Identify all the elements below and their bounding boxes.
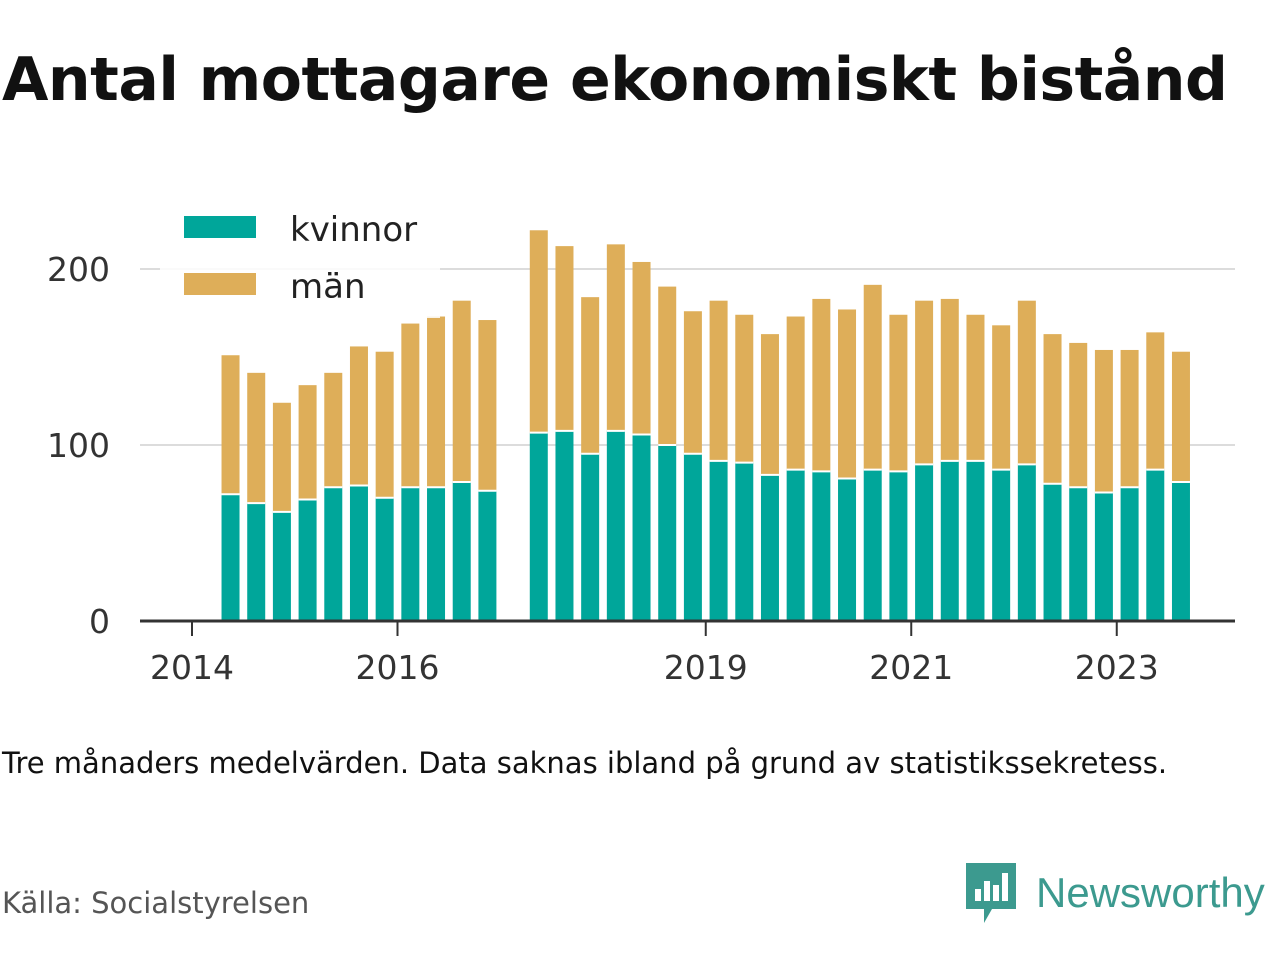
legend-label-man: män	[290, 267, 366, 307]
bar-kvinnor	[940, 460, 959, 621]
bar-kvinnor	[863, 469, 882, 621]
bar-kvinnor	[1043, 483, 1062, 621]
bar-kvinnor	[658, 445, 677, 621]
bar-kvinnor	[1146, 469, 1165, 621]
bar-man	[1017, 300, 1036, 465]
bar-man	[915, 300, 934, 465]
bar-man	[760, 334, 779, 475]
bar-kvinnor	[401, 487, 420, 621]
bar-kvinnor	[452, 481, 471, 621]
bar-man	[581, 297, 600, 454]
bar-man	[1069, 342, 1088, 488]
bar-kvinnor	[529, 432, 548, 621]
y-tick-label: 200	[47, 250, 110, 289]
bar-man	[452, 300, 471, 482]
y-tick-label: 0	[89, 602, 110, 641]
bar-man	[838, 309, 857, 479]
bar-kvinnor	[606, 430, 625, 621]
stacked-bar-chart: 0 100 200 2014 2016 2019 2021 2023 kvinnor män	[47, 196, 1235, 687]
bar-kvinnor	[349, 485, 368, 621]
bar-man	[427, 316, 446, 488]
axes: 0 100 200 2014 2016 2019 2021 2023	[47, 250, 1235, 687]
bar-man	[375, 351, 394, 498]
x-tick-label: 2014	[150, 648, 234, 687]
newsworthy-logo[interactable]: Newsworthy	[966, 862, 1265, 924]
bar-man	[940, 298, 959, 461]
bar-man	[1120, 349, 1139, 488]
bar-kvinnor	[478, 490, 497, 621]
legend: kvinnor män	[160, 196, 440, 318]
bar-man	[401, 323, 420, 488]
bar-man	[735, 314, 754, 463]
bar-kvinnor	[247, 503, 266, 621]
x-tick-label: 2016	[356, 648, 440, 687]
legend-swatch-man	[184, 273, 256, 295]
bar-kvinnor	[683, 453, 702, 621]
bar-man	[247, 372, 266, 504]
bar-man	[683, 311, 702, 454]
bar-kvinnor	[1120, 487, 1139, 621]
bar-man	[1171, 351, 1190, 482]
bar-man	[992, 325, 1011, 470]
bar-kvinnor	[1094, 492, 1113, 621]
bar-kvinnor	[298, 499, 317, 621]
bar-kvinnor	[555, 430, 574, 621]
bar-man	[1043, 334, 1062, 484]
bar-kvinnor	[915, 464, 934, 621]
bar-kvinnor	[735, 462, 754, 621]
bar-man	[658, 286, 677, 445]
x-tick-label: 2023	[1075, 648, 1159, 687]
chart-title: Antal mottagare ekonomiskt bistånd	[2, 45, 1228, 115]
bar-kvinnor	[375, 497, 394, 621]
bar-man	[966, 314, 985, 461]
bar-man	[786, 316, 805, 470]
bar-man	[709, 300, 728, 461]
bar-kvinnor	[324, 487, 343, 621]
bar-man	[478, 320, 497, 491]
bar-kvinnor	[427, 487, 446, 621]
bar-kvinnor	[632, 434, 651, 621]
bar-man	[529, 230, 548, 433]
bar-kvinnor	[709, 460, 728, 621]
bar-kvinnor	[760, 474, 779, 621]
bar-man	[349, 346, 368, 486]
bar-kvinnor	[889, 471, 908, 621]
bars	[221, 230, 1190, 621]
bar-man	[324, 372, 343, 488]
chart-note: Tre månaders medelvärden. Data saknas ib…	[2, 746, 1168, 780]
bar-man	[298, 385, 317, 500]
bar-man	[863, 284, 882, 470]
bar-kvinnor	[786, 469, 805, 621]
bar-kvinnor	[1017, 464, 1036, 621]
bar-man	[606, 244, 625, 431]
bar-kvinnor	[272, 511, 291, 621]
bar-kvinnor	[838, 478, 857, 621]
bar-kvinnor	[992, 469, 1011, 621]
bar-man	[555, 246, 574, 431]
x-tick-label: 2021	[869, 648, 953, 687]
bar-man	[889, 314, 908, 472]
source-label: Källa: Socialstyrelsen	[2, 886, 310, 920]
legend-swatch-kvinnor	[184, 216, 256, 238]
bar-man	[1094, 349, 1113, 493]
legend-label-kvinnor: kvinnor	[290, 210, 417, 250]
x-tick-label: 2019	[664, 648, 748, 687]
bar-man	[221, 355, 240, 495]
bar-man	[812, 298, 831, 472]
bar-chart-speech-bubble-icon	[966, 863, 1016, 923]
bar-man	[1146, 332, 1165, 470]
y-tick-label: 100	[47, 426, 110, 465]
bar-kvinnor	[581, 453, 600, 621]
bar-kvinnor	[221, 494, 240, 621]
bar-man	[632, 261, 651, 435]
brand-name: Newsworthy	[1036, 869, 1265, 916]
bar-kvinnor	[1171, 481, 1190, 621]
bar-kvinnor	[1069, 487, 1088, 621]
bar-kvinnor	[812, 471, 831, 621]
bar-man	[272, 402, 291, 512]
bar-kvinnor	[966, 460, 985, 621]
